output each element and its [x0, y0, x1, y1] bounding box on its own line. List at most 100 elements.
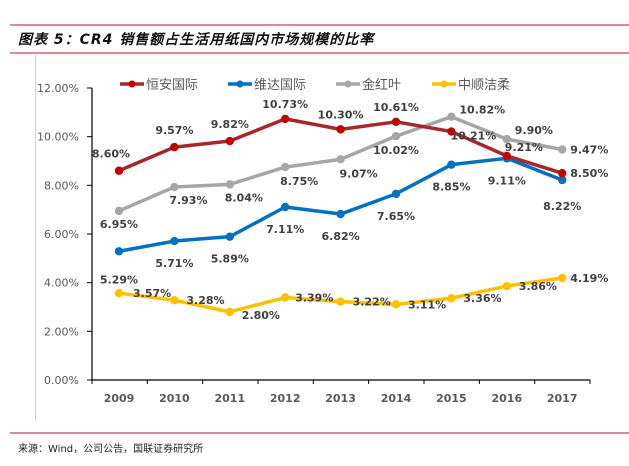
data-point — [114, 206, 124, 216]
title-top-rule — [10, 24, 629, 26]
data-point — [336, 209, 345, 219]
data-label: 3.39% — [295, 292, 333, 305]
data-label: 4.19% — [570, 272, 608, 285]
y-tick-label: 8.00% — [44, 179, 79, 192]
legend: 恒安国际 维达国际 金红叶 中顺洁柔 — [120, 77, 510, 93]
data-point — [225, 307, 234, 317]
data-point — [558, 145, 567, 154]
data-label: 8.85% — [432, 181, 470, 194]
data-point — [447, 112, 456, 121]
data-point — [114, 288, 124, 298]
data-label: 9.90% — [515, 124, 553, 137]
data-label: 3.57% — [133, 287, 171, 300]
y-tick-label: 2.00% — [44, 325, 79, 338]
data-label: 9.82% — [211, 118, 249, 131]
series-0 — [114, 114, 567, 178]
data-label: 5.89% — [211, 253, 249, 266]
source-rule — [10, 432, 629, 434]
legend-label: 金红叶 — [362, 77, 401, 93]
data-label: 10.02% — [373, 144, 419, 157]
data-label: 10.73% — [262, 98, 308, 111]
data-point — [170, 236, 179, 246]
data-point — [502, 134, 511, 144]
data-point — [225, 136, 234, 146]
data-point — [281, 162, 290, 172]
data-point — [447, 294, 456, 303]
legend-label: 恒安国际 — [146, 78, 198, 93]
x-axis: 2009 2010 2011 2012 2013 2014 2015 2016 2017 — [91, 379, 591, 405]
data-label: 7.11% — [266, 223, 304, 236]
data-label: 8.50% — [570, 167, 608, 180]
data-point — [225, 232, 234, 241]
title-bottom-rule — [10, 52, 629, 54]
data-point — [336, 125, 345, 134]
y-tick-label: 0.00% — [44, 374, 79, 387]
legend-item: 金红叶 — [336, 77, 401, 93]
data-point — [558, 168, 567, 178]
data-label: 5.71% — [155, 257, 193, 270]
x-tick-label: 2016 — [491, 392, 522, 405]
legend-marker — [344, 80, 352, 88]
legend-marker — [128, 80, 136, 88]
data-point — [558, 175, 567, 185]
data-label: 8.04% — [225, 191, 263, 204]
data-label: 7.93% — [169, 194, 207, 207]
data-point — [225, 180, 234, 189]
data-labels: 8.60% 9.57% 9.82% 10.73% 10.30% 10.61% 10.21% 9… — [92, 98, 608, 322]
data-point — [336, 297, 345, 306]
data-label: 9.21% — [505, 141, 543, 154]
x-tick-label: 2017 — [547, 392, 578, 405]
data-point — [447, 127, 456, 136]
chart-left-border — [35, 55, 36, 421]
data-label: 6.82% — [322, 230, 360, 243]
data-point — [281, 293, 290, 302]
legend-item: 中顺洁柔 — [432, 78, 510, 93]
y-tick-label: 10.00% — [37, 131, 79, 144]
y-axis: 0.00% 2.00% 4.00% 6.00% 8.00% 10.00% 12.00% — [37, 82, 93, 387]
data-label: 9.47% — [570, 144, 608, 157]
data-point — [170, 295, 179, 305]
data-label: 5.29% — [100, 273, 138, 286]
legend-item: 维达国际 — [228, 78, 306, 93]
data-label: 8.75% — [280, 175, 318, 188]
data-point — [447, 160, 456, 169]
data-point — [281, 202, 290, 212]
data-label: 10.82% — [459, 104, 505, 117]
y-tick-label: 6.00% — [44, 228, 79, 241]
legend-item: 恒安国际 — [120, 78, 198, 93]
data-point — [502, 281, 511, 291]
x-tick-label: 2011 — [214, 392, 245, 405]
figure-title: 图表 5：CR4 销售额占生活用纸国内市场规模的比率 — [18, 32, 375, 48]
data-label: 10.30% — [318, 108, 364, 121]
x-tick-label: 2013 — [325, 392, 356, 405]
data-point — [114, 166, 124, 175]
data-point — [170, 142, 179, 152]
data-point — [281, 114, 290, 124]
source-note: 来源：Wind，公司公告，国联证券研究所 — [18, 444, 204, 455]
data-label: 3.22% — [353, 296, 391, 309]
legend-marker — [440, 80, 448, 88]
data-label: 8.60% — [92, 148, 130, 161]
data-label: 9.57% — [155, 124, 193, 137]
data-point — [114, 247, 124, 256]
legend-marker — [236, 80, 244, 88]
data-label: 6.95% — [100, 218, 138, 231]
series-layer — [114, 112, 567, 317]
data-label: 10.61% — [373, 101, 419, 114]
x-tick-label: 2015 — [436, 392, 467, 405]
data-label: 3.11% — [408, 298, 446, 311]
series-3 — [114, 273, 567, 317]
data-label: 3.36% — [463, 292, 501, 305]
data-point — [336, 155, 345, 164]
data-label: 9.11% — [488, 174, 526, 187]
data-label: 2.80% — [242, 309, 280, 322]
data-point — [391, 300, 401, 309]
data-point — [391, 117, 401, 127]
y-tick-label: 12.00% — [37, 82, 79, 95]
data-point — [502, 151, 511, 161]
legend-label: 中顺洁柔 — [458, 78, 510, 93]
x-tick-label: 2014 — [381, 392, 412, 405]
series-2 — [114, 112, 567, 216]
series-1 — [114, 154, 567, 256]
